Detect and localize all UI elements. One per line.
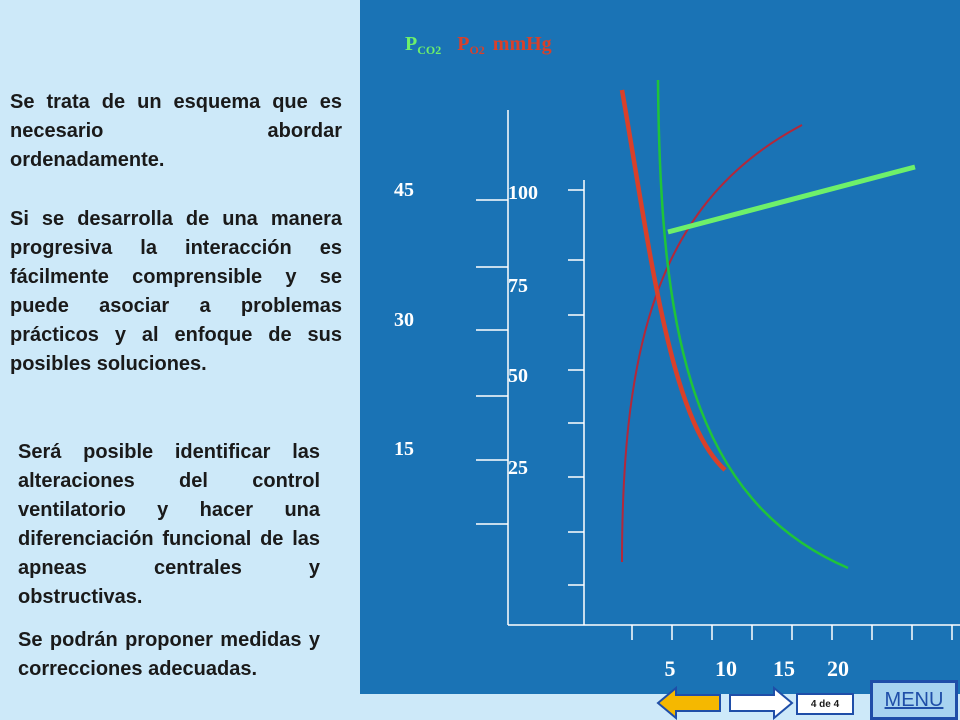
slide-panel: PCO2 PO2 mmHg 45 30 15 100 75 50 25 5 10 15 20: [360, 0, 960, 694]
x-tick-label: 15: [773, 656, 795, 681]
y-left-tick-label: 15: [394, 438, 414, 460]
arrow-right-icon[interactable]: [728, 686, 794, 720]
y-right-tick-label: 100: [508, 182, 538, 204]
y-right-tick-label: 25: [508, 457, 528, 479]
page-indicator: 4 de 4: [796, 693, 854, 715]
title-pco2-p: P: [405, 33, 417, 55]
arrow-left-icon[interactable]: [656, 686, 722, 720]
x-tick-label: 10: [715, 656, 737, 681]
paragraph-1: Se trata de un esquema que es necesario …: [10, 91, 342, 171]
series-dark-red-curve: [621, 124, 803, 563]
series-red-curve: [619, 89, 727, 472]
paragraph-4: Se podrán proponer medidas y correccione…: [18, 629, 320, 680]
axis-tick-labels: 45 30 15 100 75 50 25 5 10 15 20: [394, 179, 849, 681]
series-green-curve: [656, 79, 849, 570]
text-panel: Se trata de un esquema que es necesario …: [0, 0, 360, 720]
navigation-bar: [360, 694, 960, 720]
title-po2-sub: O2: [469, 43, 484, 57]
chart-title: PCO2 PO2 mmHg: [405, 33, 552, 57]
title-unit: mmHg: [493, 33, 552, 55]
x-tick-label: 5: [665, 656, 676, 681]
axis-ticks: [476, 189, 953, 640]
menu-button[interactable]: MENU: [870, 680, 958, 720]
paragraph-2: Si se desarrolla de una manera progresiv…: [10, 208, 342, 375]
x-tick-label: 20: [827, 656, 849, 681]
paragraph-3: Será posible identificar las alteracione…: [18, 441, 320, 608]
series-light-green-line: [667, 164, 916, 235]
y-left-tick-label: 30: [394, 309, 414, 331]
title-pco2-sub: CO2: [417, 43, 441, 57]
title-po2-p: P: [457, 33, 469, 55]
y-right-tick-label: 50: [508, 365, 528, 387]
y-right-tick-label: 75: [508, 275, 528, 297]
y-left-tick-label: 45: [394, 179, 414, 201]
